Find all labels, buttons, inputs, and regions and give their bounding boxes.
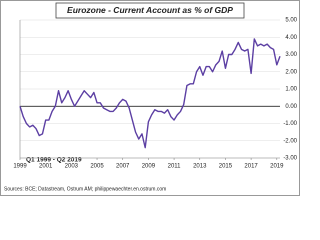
- x-tick-label: 2017: [244, 164, 258, 170]
- x-tick-label: 2009: [142, 164, 156, 170]
- chart-title: Eurozone - Current Account as % of GDP: [67, 5, 233, 15]
- x-tick-label: 2005: [90, 164, 104, 170]
- y-tick-label: 3.00: [285, 52, 297, 58]
- frame: [0, 0, 300, 196]
- x-tick-label: 2013: [193, 164, 207, 170]
- title-box: [55, 2, 245, 19]
- source: Sources: BCE; Datastream, Ostrum AM; phi…: [4, 186, 166, 192]
- y-tick-label: -3.00: [283, 156, 297, 162]
- annotation: Q1 1999 - Q2 2019: [26, 157, 82, 164]
- y-tick-label: 2.00: [285, 69, 297, 75]
- x-tick-label: 2001: [39, 164, 53, 170]
- y-tick-label: 1.00: [285, 87, 297, 93]
- series-line: [19, 38, 281, 149]
- x-tick-label: 2019: [270, 164, 284, 170]
- x-tick-label: 1999: [13, 164, 27, 170]
- x-tick-label: 2011: [168, 164, 182, 170]
- x-tick-label: 2015: [219, 164, 233, 170]
- x-tick-label: 2007: [116, 164, 130, 170]
- y-tick-label: -1.00: [283, 121, 297, 127]
- chart: Eurozone - Current Account as % of GDP Q…: [0, 0, 300, 196]
- x-tick-label: 2003: [65, 164, 79, 170]
- y-tick-label: -2.00: [283, 138, 297, 144]
- y-tick-label: 5.00: [285, 18, 297, 24]
- y-tick-label: 0.00: [285, 104, 297, 110]
- y-tick-label: 4.00: [285, 35, 297, 41]
